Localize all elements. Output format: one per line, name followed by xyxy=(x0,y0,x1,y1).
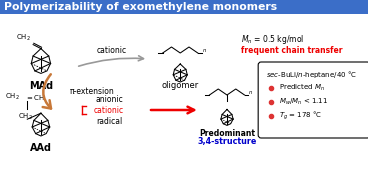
Text: $=$CH: $=$CH xyxy=(25,93,45,102)
FancyBboxPatch shape xyxy=(0,0,368,14)
Text: Polymerizability of exomethylene monomers: Polymerizability of exomethylene monomer… xyxy=(4,2,277,12)
Text: frequent chain transfer: frequent chain transfer xyxy=(241,45,342,54)
Text: CH$_2$: CH$_2$ xyxy=(18,112,33,122)
Text: MAd: MAd xyxy=(29,81,53,91)
Text: CH$_2$: CH$_2$ xyxy=(5,92,20,102)
Text: $_n$: $_n$ xyxy=(202,45,207,54)
Text: oligomer: oligomer xyxy=(162,81,199,90)
Text: cationic: cationic xyxy=(97,46,127,55)
Text: cationic: cationic xyxy=(94,105,124,114)
Text: π-extension: π-extension xyxy=(70,87,115,96)
Text: radical: radical xyxy=(96,117,122,125)
Text: CH$_2$: CH$_2$ xyxy=(16,32,31,43)
Text: $\mathit{sec}$-BuLi/$\mathit{n}$-heptane/40 °C: $\mathit{sec}$-BuLi/$\mathit{n}$-heptane… xyxy=(266,68,357,79)
FancyArrowPatch shape xyxy=(43,74,51,108)
Text: $_n$: $_n$ xyxy=(248,88,254,96)
Text: $M_w$/$M_n$ < 1.11: $M_w$/$M_n$ < 1.11 xyxy=(279,97,328,107)
Text: Predominant: Predominant xyxy=(199,129,255,138)
Text: 3,4-structure: 3,4-structure xyxy=(197,137,257,146)
Text: $T_g$ = 178 °C: $T_g$ = 178 °C xyxy=(279,110,322,122)
Text: anionic: anionic xyxy=(95,94,123,103)
Text: AAd: AAd xyxy=(30,143,52,153)
FancyBboxPatch shape xyxy=(258,62,370,138)
Text: Predicted $M_n$: Predicted $M_n$ xyxy=(279,83,325,93)
Text: $M_n$ = 0.5 kg/mol: $M_n$ = 0.5 kg/mol xyxy=(241,33,304,45)
